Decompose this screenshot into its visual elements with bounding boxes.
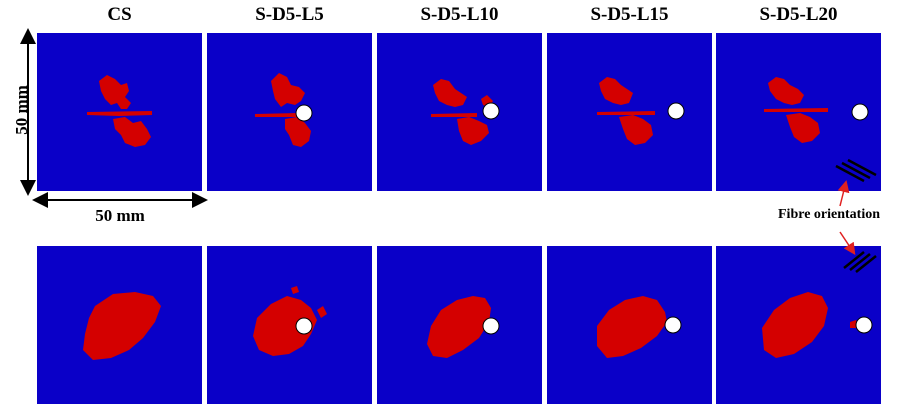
fibre-arrow-down <box>839 231 856 255</box>
panel-bottom-s-d5-l20 <box>716 246 881 404</box>
damage-map-bottom-s-d5-l10 <box>377 246 542 404</box>
damage-map-bottom-s-d5-l15 <box>547 246 712 404</box>
col-title-s-d5-l5: S-D5-L5 <box>255 4 324 25</box>
col-title-s-d5-l20: S-D5-L20 <box>759 4 838 25</box>
fibre-arrow-up <box>837 180 850 207</box>
damage-map-bottom-cs <box>37 246 202 404</box>
damage-map-bottom-s-d5-l20 <box>716 246 881 404</box>
col-title-s-d5-l15: S-D5-L15 <box>590 4 669 25</box>
damage-map-top-s-d5-l10 <box>377 33 542 191</box>
horizontal-dimension-label: 50 mm <box>95 206 145 225</box>
damage-map-top-s-d5-l20 <box>716 33 881 191</box>
panel-top-s-d5-l15 <box>547 33 712 191</box>
damage-map-top-cs <box>37 33 202 191</box>
fibre-orientation-label: Fibre orientation <box>778 207 881 222</box>
panel-bottom-cs <box>37 246 202 404</box>
panel-top-s-d5-l10 <box>377 33 542 191</box>
fibre-lines-icon <box>835 158 877 183</box>
vertical-dimension-label: 50 mm <box>12 85 31 135</box>
col-title-cs: CS <box>107 4 132 25</box>
panel-top-s-d5-l5 <box>207 33 372 191</box>
damage-map-top-s-d5-l5 <box>207 33 372 191</box>
damage-map-top-s-d5-l15 <box>547 33 712 191</box>
panel-bottom-s-d5-l5 <box>207 246 372 404</box>
fibre-lines-icon <box>843 251 877 273</box>
panel-bottom-s-d5-l10 <box>377 246 542 404</box>
col-title-s-d5-l10: S-D5-L10 <box>420 4 499 25</box>
damage-map-bottom-s-d5-l5 <box>207 246 372 404</box>
panel-top-cs <box>37 33 202 191</box>
panel-bottom-s-d5-l15 <box>547 246 712 404</box>
panel-top-s-d5-l20 <box>716 33 881 191</box>
